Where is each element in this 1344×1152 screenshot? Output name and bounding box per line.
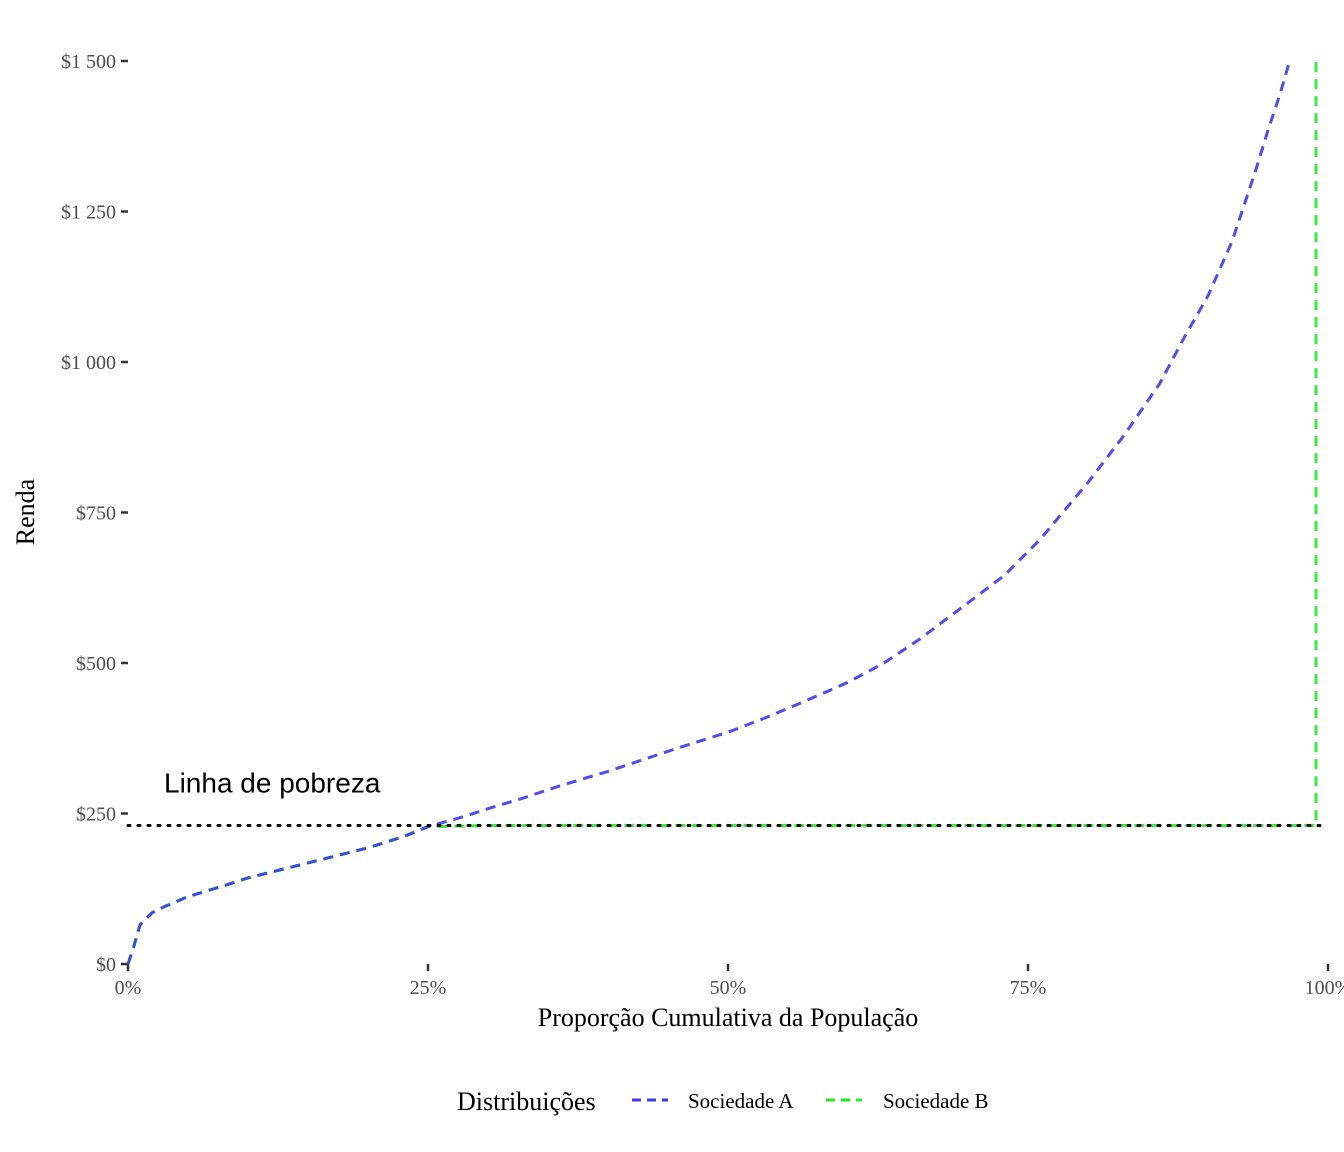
y-tick-label: $1 500: [61, 51, 116, 73]
legend-title: Distribuições: [457, 1087, 596, 1116]
legend: Distribuições Sociedade A Sociedade B: [457, 1087, 989, 1116]
y-axis: $0 $250 $500 $750 $1 000 $1 250 $1 500: [61, 51, 128, 976]
y-tick-label: $1 000: [61, 352, 116, 374]
x-tick-label: 50%: [710, 977, 747, 999]
y-tick-label: $750: [76, 503, 116, 525]
y-axis-title: Renda: [11, 478, 40, 545]
legend-label-sociedade-a: Sociedade A: [688, 1089, 794, 1113]
series-line-sociedade-a: [126, 60, 1292, 965]
x-tick-label: 100%: [1305, 977, 1344, 999]
x-tick-label: 75%: [1010, 977, 1047, 999]
y-tick-label: $250: [76, 804, 116, 826]
poverty-line-annotation: Linha de pobreza: [164, 767, 381, 798]
x-axis-title: Proporção Cumulativa da População: [538, 1003, 919, 1032]
y-tick-label: $500: [76, 653, 116, 675]
x-axis: 0% 25% 50% 75% 100%: [115, 964, 1344, 999]
y-tick-label: $0: [96, 954, 116, 976]
x-tick-label: 25%: [410, 977, 447, 999]
plot-area: [126, 60, 1330, 965]
y-tick-label: $1 250: [61, 202, 116, 224]
x-tick-label: 0%: [115, 977, 142, 999]
series-line-sociedade-b: [126, 61, 1318, 965]
legend-label-sociedade-b: Sociedade B: [883, 1089, 989, 1113]
